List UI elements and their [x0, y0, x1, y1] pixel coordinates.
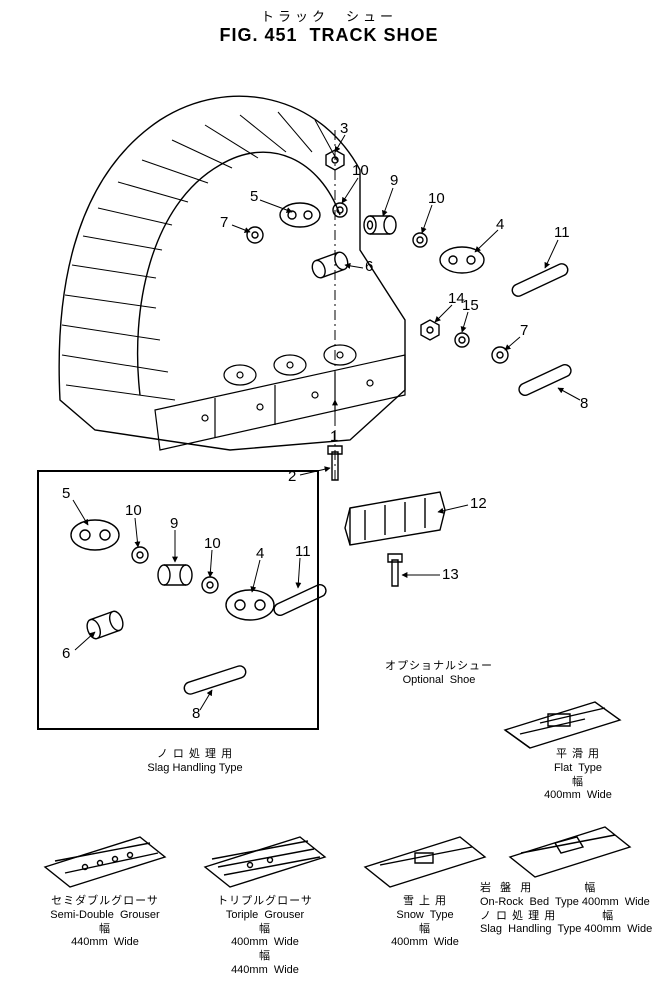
callout-8: 8 [580, 395, 588, 412]
figure-number: FIG. 451 [219, 25, 297, 45]
callout-1: 1 [330, 428, 338, 445]
callout-11: 11 [554, 224, 570, 241]
inset-callout-6: 6 [62, 645, 70, 662]
callout-10b: 10 [428, 190, 445, 207]
figure-title-en: FIG. 451 TRACK SHOE [0, 25, 658, 46]
inset-callout-9: 9 [170, 515, 178, 532]
figure-header: トラック シュー FIG. 451 TRACK SHOE [0, 0, 658, 46]
inset-callout-10: 10 [125, 502, 142, 519]
figure-title-text: TRACK SHOE [310, 25, 439, 45]
callout-15: 15 [462, 297, 479, 314]
label-snow: 雪 上 用 Snow Type 幅 400mm Wide [360, 895, 490, 950]
inset-callout-11: 11 [295, 543, 311, 560]
callout-6: 6 [365, 258, 373, 275]
label-triple: トリプルグローサ Toriple Grouser 幅 400mm Wide 幅 … [190, 895, 340, 978]
callout-3: 3 [340, 120, 348, 137]
callout-7b: 7 [520, 322, 528, 339]
label-slag-handling: ノ ロ 処 理 用 Slag Handling Type [120, 748, 270, 776]
label-onrock-slag: 岩 盤 用 幅 On-Rock Bed Type 400mm Wide ノ ロ … [480, 882, 655, 937]
inset-callout-4: 4 [256, 545, 264, 562]
callout-12: 12 [470, 495, 487, 512]
callout-7: 7 [220, 214, 228, 231]
callout-10: 10 [352, 162, 369, 179]
callout-4: 4 [496, 216, 504, 233]
label-semi-double: セミダブルグローサ Semi-Double Grouser 幅 440mm Wi… [30, 895, 180, 950]
inset-callout-5: 5 [62, 485, 70, 502]
callout-9: 9 [390, 172, 398, 189]
inset-callout-8: 8 [192, 705, 200, 722]
inset-detail-box [37, 470, 319, 730]
page-root: { "figure": { "number": "FIG. 451", "tit… [0, 0, 658, 994]
callout-2: 2 [288, 468, 296, 485]
label-optional-shoe: オプショナルシュー Optional Shoe [374, 660, 504, 688]
inset-callout-10b: 10 [204, 535, 221, 552]
callout-13: 13 [442, 566, 459, 583]
callout-5: 5 [250, 188, 258, 205]
figure-title-jp: トラック シュー [0, 6, 658, 25]
label-flat-type: 平 滑 用 Flat Type 幅 400mm Wide [518, 748, 638, 803]
